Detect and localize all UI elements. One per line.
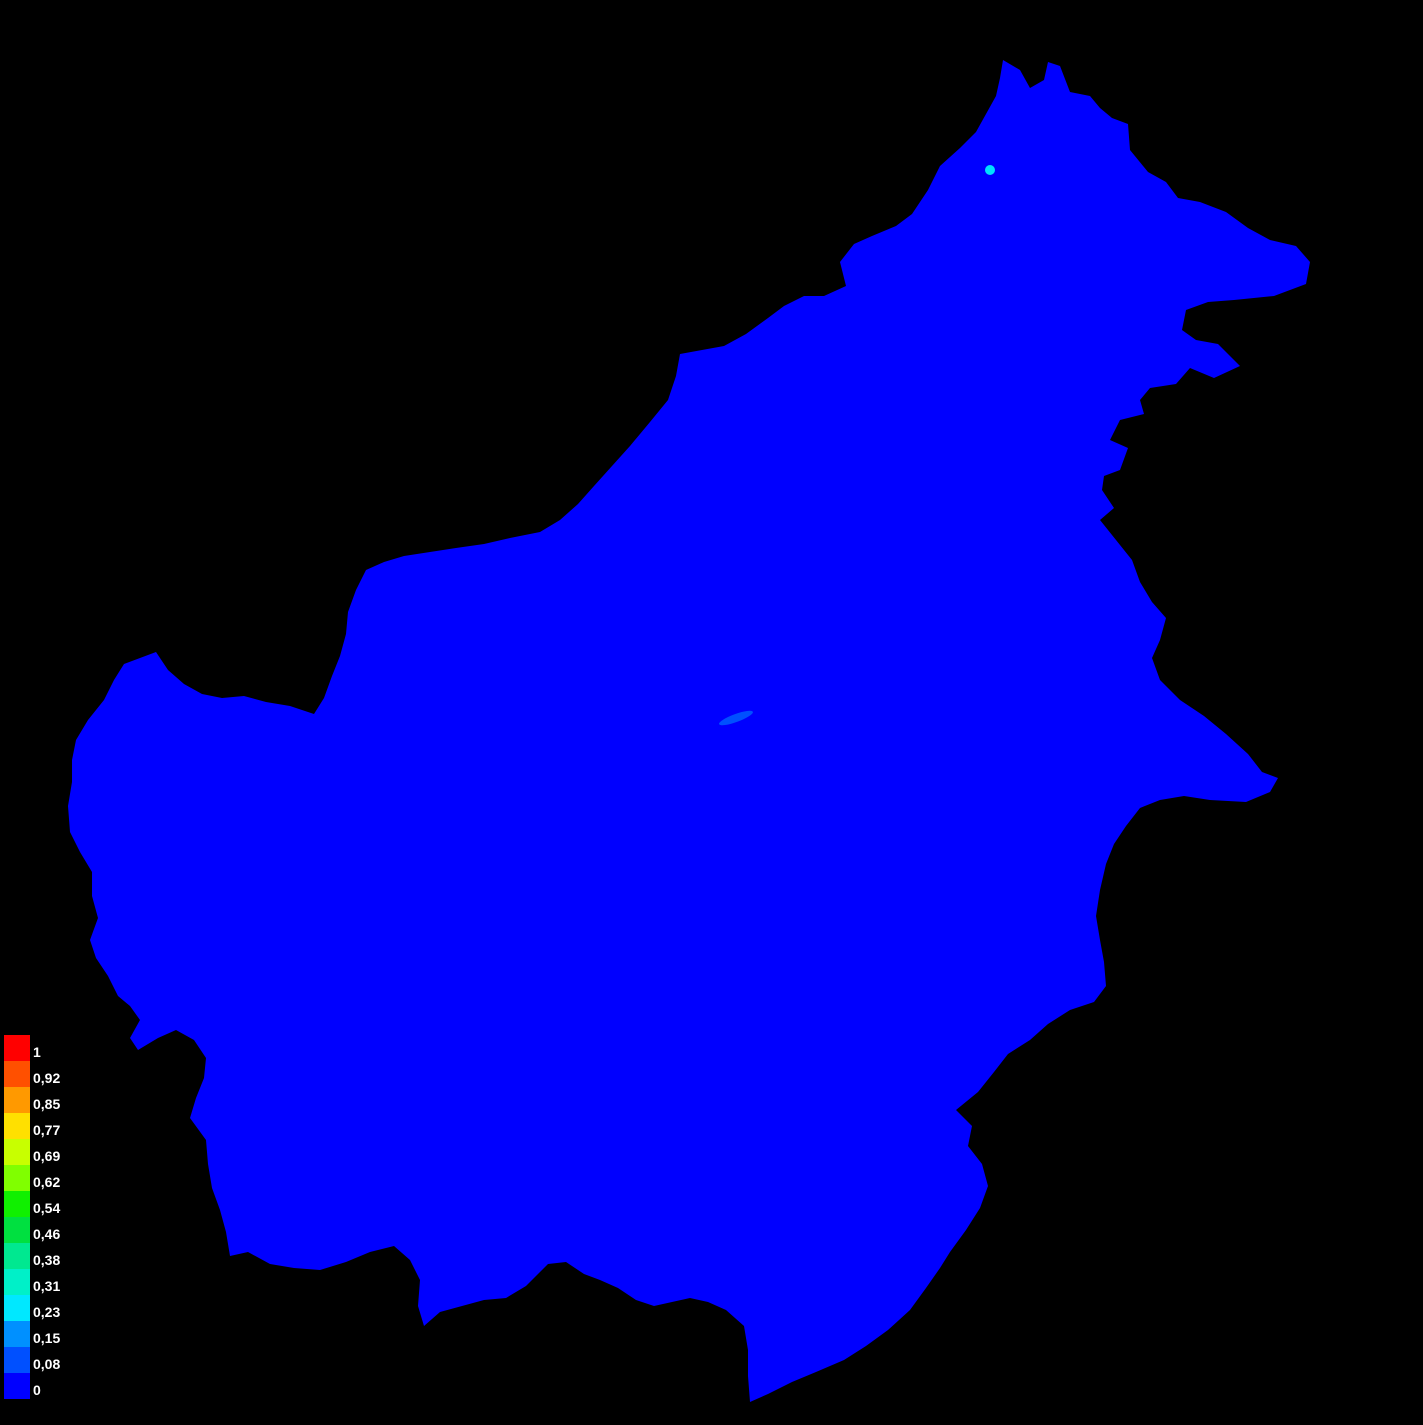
legend-label: 0 [33,1382,41,1398]
legend-item-0: 0 [4,1373,84,1399]
borneo-island-region [68,60,1310,1402]
legend-item-0-85: 0,85 [4,1087,84,1113]
legend-swatch [4,1243,30,1269]
legend-label: 0,38 [33,1252,61,1268]
legend-swatch [4,1087,30,1113]
legend-label: 0,85 [33,1096,61,1112]
moderate-value-patch [719,710,753,726]
legend-item-0-62: 0,62 [4,1165,84,1191]
legend-swatch [4,1217,30,1243]
legend-label: 1 [33,1044,41,1060]
legend-item-0-69: 0,69 [4,1139,84,1165]
legend-swatch [4,1295,30,1321]
legend-label: 0,31 [33,1278,61,1294]
legend-item-0-15: 0,15 [4,1321,84,1347]
legend-swatch [4,1191,30,1217]
legend-item-0-08: 0,08 [4,1347,84,1373]
legend-swatch [4,1347,30,1373]
legend-item-0-31: 0,31 [4,1269,84,1295]
legend-item-0-54: 0,54 [4,1191,84,1217]
legend-item-0-46: 0,46 [4,1217,84,1243]
legend-swatch [4,1373,30,1399]
legend-swatch [4,1139,30,1165]
legend-swatch [4,1269,30,1295]
legend-swatch [4,1061,30,1087]
legend-item-1: 1 [4,1035,84,1061]
high-value-hotspot [985,165,995,175]
legend-label: 0,08 [33,1356,61,1372]
legend-label: 0,77 [33,1122,61,1138]
legend-item-0-77: 0,77 [4,1113,84,1139]
legend-label: 0,62 [33,1174,61,1190]
legend-label: 0,23 [33,1304,61,1320]
legend-item-0-23: 0,23 [4,1295,84,1321]
legend-label: 0,54 [33,1200,61,1216]
legend-label: 0,69 [33,1148,61,1164]
legend-swatch [4,1321,30,1347]
legend-label: 0,15 [33,1330,61,1346]
legend-item-0-38: 0,38 [4,1243,84,1269]
legend-swatch [4,1113,30,1139]
legend-swatch [4,1035,30,1061]
legend-label: 0,92 [33,1070,61,1086]
legend-item-0-92: 0,92 [4,1061,84,1087]
legend-swatch [4,1165,30,1191]
legend-label: 0,46 [33,1226,61,1242]
